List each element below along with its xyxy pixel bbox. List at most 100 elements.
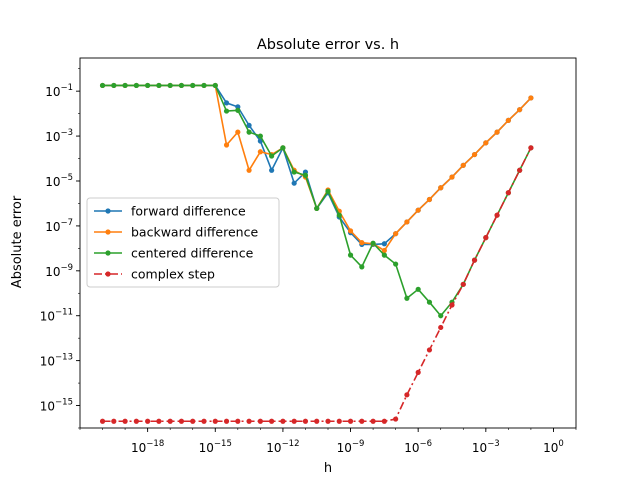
data-point xyxy=(269,418,275,424)
data-point xyxy=(449,302,455,308)
y-tick-label: 10−11 xyxy=(40,308,73,324)
data-point xyxy=(393,416,399,422)
data-point xyxy=(426,347,433,353)
legend-marker xyxy=(105,208,111,214)
data-point xyxy=(223,142,230,148)
legend-item: backward difference xyxy=(94,225,258,240)
data-point xyxy=(178,82,185,89)
data-point xyxy=(133,418,139,424)
data-point xyxy=(223,100,230,106)
plot-area xyxy=(99,82,534,424)
data-point xyxy=(393,231,399,237)
data-point xyxy=(483,140,489,146)
legend: forward difference backward difference cen… xyxy=(86,197,280,288)
data-point xyxy=(438,185,444,191)
data-point xyxy=(517,107,523,113)
data-point xyxy=(235,107,241,113)
legend-box xyxy=(86,197,280,288)
data-point xyxy=(235,129,241,135)
data-point xyxy=(460,281,466,287)
data-point xyxy=(393,261,399,267)
legend-item: forward difference xyxy=(94,204,246,219)
legend-label: complex step xyxy=(131,267,215,282)
data-point xyxy=(201,418,207,424)
data-point xyxy=(122,418,128,424)
data-point xyxy=(212,82,218,89)
data-point xyxy=(381,418,387,424)
x-tick-label: 10−6 xyxy=(404,439,432,455)
data-point xyxy=(223,418,230,424)
data-point xyxy=(280,418,286,424)
data-point xyxy=(325,188,331,194)
data-point xyxy=(415,207,421,213)
data-point xyxy=(381,247,387,254)
data-point xyxy=(438,313,444,319)
y-tick-label: 10−13 xyxy=(40,353,73,369)
y-tick-label: 10−5 xyxy=(45,173,73,189)
data-point xyxy=(235,418,241,424)
data-point xyxy=(517,167,523,173)
data-point xyxy=(404,219,410,225)
x-axis-label: h xyxy=(324,461,332,476)
data-point xyxy=(426,196,433,203)
data-point xyxy=(370,418,376,424)
data-point xyxy=(246,129,252,135)
data-point xyxy=(291,418,297,424)
data-point xyxy=(347,228,354,234)
data-point xyxy=(178,418,185,424)
data-point xyxy=(528,95,534,101)
data-point xyxy=(133,82,139,89)
data-point xyxy=(528,145,534,151)
y-tick-label: 10−15 xyxy=(40,398,73,414)
data-point xyxy=(167,82,173,89)
data-point xyxy=(426,299,433,305)
data-point xyxy=(167,418,173,424)
legend-marker xyxy=(105,229,111,235)
data-point xyxy=(449,174,455,180)
data-point xyxy=(336,212,342,218)
data-point xyxy=(505,190,511,196)
data-point xyxy=(336,418,342,424)
chart-title: Absolute error vs. h xyxy=(257,37,399,53)
x-tick-label: 10−12 xyxy=(266,439,299,455)
data-point xyxy=(212,418,218,424)
legend-label: forward difference xyxy=(131,204,246,219)
axes: 10−18 10−15 10−12 10−9 10−6 10−3 100 10−15 10−13… xyxy=(40,57,577,455)
y-tick-label: 10−9 xyxy=(45,263,73,279)
data-point xyxy=(359,418,365,424)
x-tick-label: 10−18 xyxy=(131,439,164,455)
data-point xyxy=(269,167,275,173)
y-tick-label: 10−3 xyxy=(45,128,73,144)
data-point xyxy=(291,180,297,186)
data-point xyxy=(359,264,365,270)
data-point xyxy=(223,108,230,114)
data-point xyxy=(201,82,207,89)
x-tick-label: 10−9 xyxy=(337,439,365,455)
data-point xyxy=(404,295,410,301)
data-point xyxy=(415,286,421,292)
data-point xyxy=(280,145,286,151)
data-point xyxy=(246,167,252,173)
data-point xyxy=(381,252,387,258)
data-point xyxy=(111,418,117,424)
data-point xyxy=(246,122,252,128)
data-point xyxy=(438,324,444,331)
y-tick-label: 10−7 xyxy=(45,218,73,234)
data-point xyxy=(415,369,421,375)
data-point xyxy=(347,252,354,258)
legend-marker xyxy=(105,271,111,277)
data-point xyxy=(145,418,151,424)
data-point xyxy=(483,235,489,241)
data-point xyxy=(314,418,320,424)
data-point xyxy=(302,172,309,178)
data-point xyxy=(325,418,331,424)
data-point xyxy=(471,257,478,263)
data-point xyxy=(257,133,263,139)
data-point xyxy=(156,82,162,89)
data-point xyxy=(246,418,252,424)
legend-item: centered difference xyxy=(94,246,254,261)
data-point xyxy=(347,418,354,424)
legend-label: centered difference xyxy=(131,246,254,261)
